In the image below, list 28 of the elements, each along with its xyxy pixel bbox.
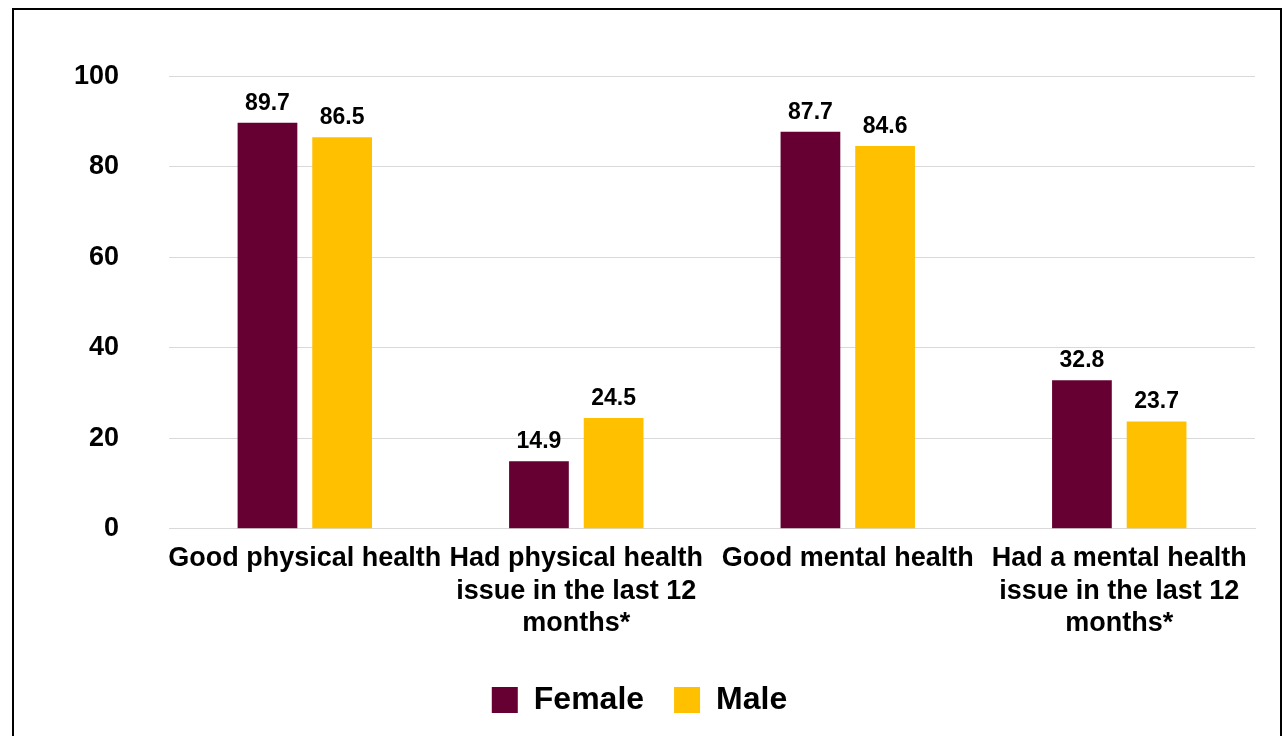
bar <box>509 461 569 529</box>
data-label: 14.9 <box>516 427 562 454</box>
bar <box>855 145 915 529</box>
x-tick-label: Good physical health <box>168 542 442 573</box>
data-label: 86.5 <box>319 103 365 130</box>
data-label: 23.7 <box>1134 387 1179 414</box>
bar <box>583 417 644 529</box>
bar <box>237 122 298 529</box>
bar <box>1126 421 1187 529</box>
bar <box>780 131 841 529</box>
data-label: 24.5 <box>591 383 637 410</box>
bar <box>1052 380 1112 529</box>
y-tick-label: 60 <box>89 240 120 271</box>
legend-label: Female <box>533 679 645 716</box>
x-tick-label: Good mental health <box>721 542 974 573</box>
y-tick-label: 80 <box>89 150 120 181</box>
data-label: 89.7 <box>245 88 290 115</box>
data-label: 87.7 <box>788 97 833 124</box>
data-label: 32.8 <box>1059 346 1105 373</box>
y-tick-label: 0 <box>104 512 120 543</box>
y-tick-label: 40 <box>89 331 120 362</box>
bar <box>312 137 372 529</box>
data-label: 84.6 <box>862 111 908 138</box>
legend-label: Male <box>716 679 788 716</box>
y-tick-label: 20 <box>89 421 120 452</box>
x-tick-label: Had physical health issue in the last 12 months* <box>449 542 704 638</box>
y-tick-label: 100 <box>73 59 120 90</box>
x-tick-label: Had a mental health issue in the last 12 months* <box>991 542 1247 638</box>
